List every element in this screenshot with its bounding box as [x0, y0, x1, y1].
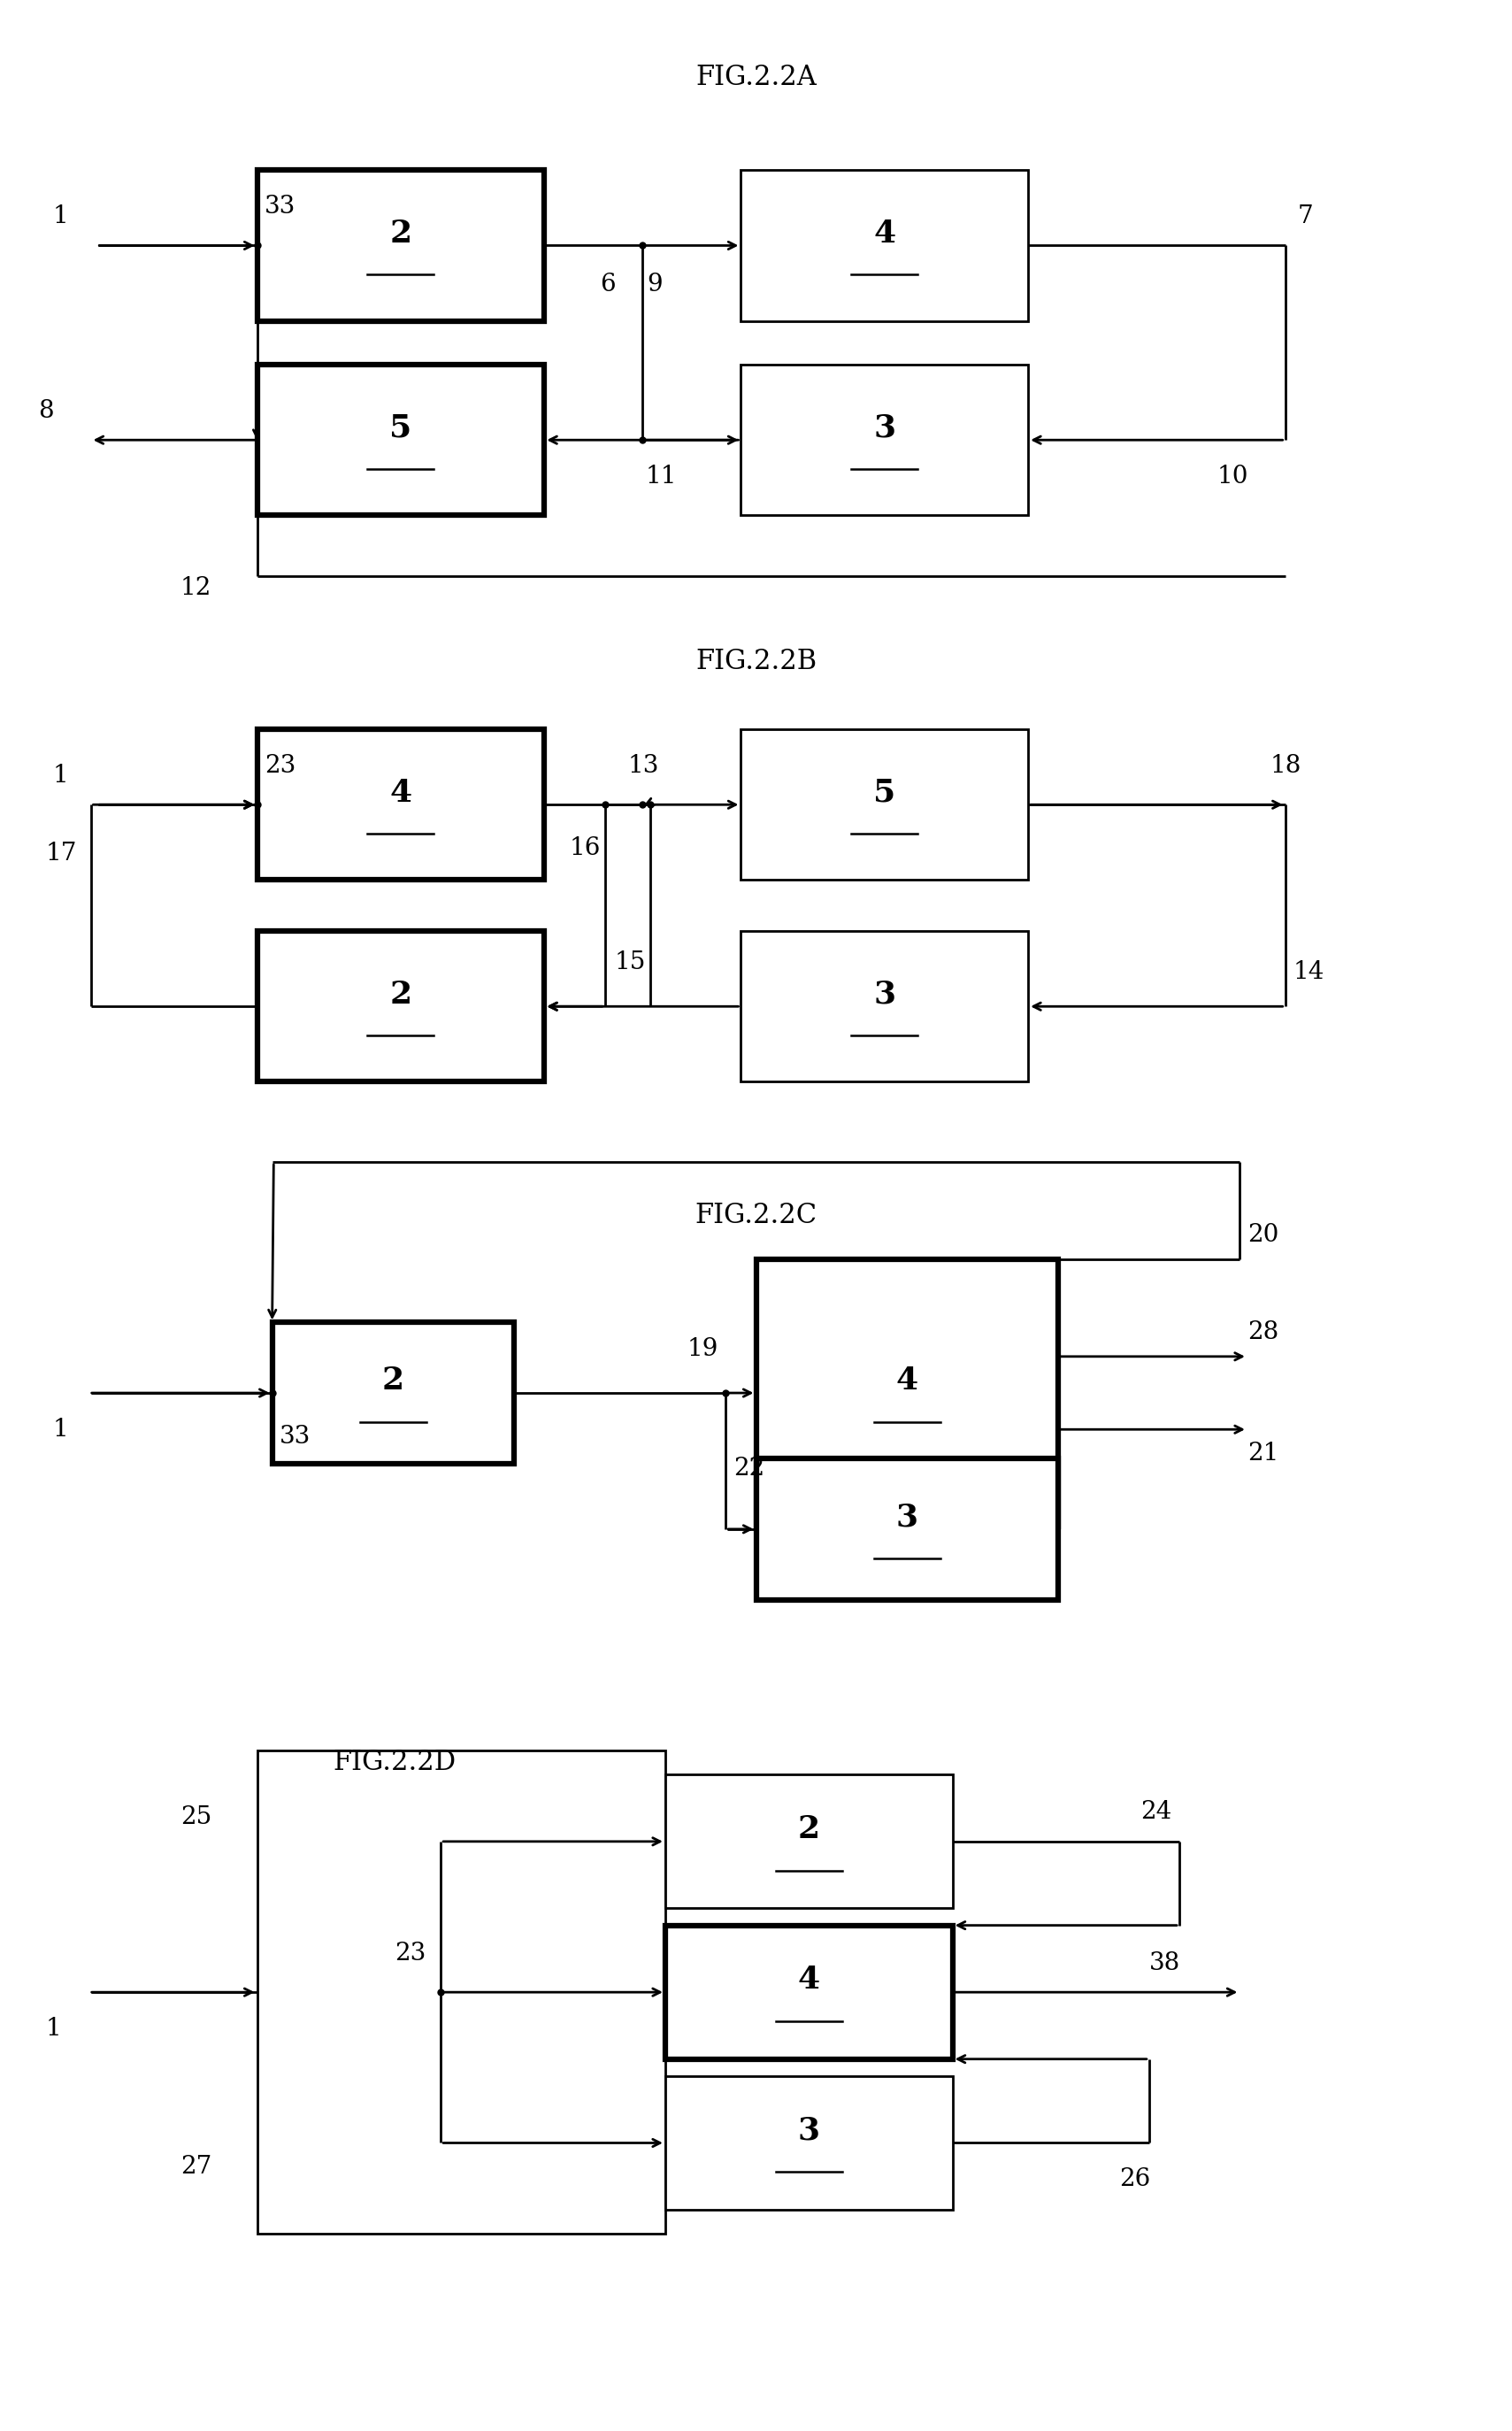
- Text: 27: 27: [180, 2156, 212, 2178]
- Text: 24: 24: [1140, 1801, 1172, 1823]
- Text: 1: 1: [45, 2018, 60, 2040]
- Text: 9: 9: [647, 272, 662, 297]
- Bar: [272, 1322, 514, 1463]
- Text: 22: 22: [733, 1456, 765, 1480]
- Text: 28: 28: [1247, 1320, 1279, 1344]
- Text: 15: 15: [614, 951, 646, 975]
- Text: FIG.2.2D: FIG.2.2D: [333, 1748, 455, 1777]
- Text: 2: 2: [390, 980, 411, 1009]
- Text: 1: 1: [53, 1417, 68, 1442]
- Text: 25: 25: [180, 1806, 212, 1828]
- Bar: [257, 365, 544, 515]
- Bar: [741, 365, 1028, 515]
- Text: 23: 23: [395, 1942, 426, 1964]
- Text: 2: 2: [383, 1366, 404, 1395]
- Bar: [741, 170, 1028, 321]
- Text: 13: 13: [627, 754, 659, 778]
- Text: 7: 7: [1297, 204, 1312, 229]
- Bar: [756, 1459, 1058, 1600]
- Text: FIG.2.2A: FIG.2.2A: [696, 63, 816, 92]
- Text: 5: 5: [390, 413, 411, 442]
- Text: 38: 38: [1149, 1952, 1181, 1974]
- Text: 33: 33: [280, 1425, 311, 1449]
- Bar: [665, 1925, 953, 2059]
- Text: 6: 6: [600, 272, 615, 297]
- Bar: [756, 1259, 1058, 1527]
- Text: 4: 4: [798, 1964, 820, 1996]
- Text: 3: 3: [874, 413, 895, 442]
- Text: 21: 21: [1247, 1442, 1279, 1466]
- Text: 2: 2: [390, 219, 411, 248]
- Text: 16: 16: [569, 836, 600, 861]
- Text: FIG.2.2B: FIG.2.2B: [696, 647, 816, 676]
- Text: 20: 20: [1247, 1223, 1279, 1247]
- Bar: [257, 1750, 665, 2234]
- Text: 12: 12: [180, 576, 212, 600]
- Text: 3: 3: [897, 1502, 918, 1532]
- Text: FIG.2.2C: FIG.2.2C: [696, 1201, 816, 1230]
- Text: 4: 4: [874, 219, 895, 248]
- Text: 8: 8: [38, 399, 53, 423]
- Bar: [257, 170, 544, 321]
- Bar: [741, 931, 1028, 1082]
- Bar: [665, 1775, 953, 1908]
- Bar: [257, 729, 544, 880]
- Text: 11: 11: [646, 464, 677, 489]
- Text: 5: 5: [874, 778, 895, 807]
- Text: 23: 23: [265, 754, 296, 778]
- Text: 3: 3: [798, 2115, 820, 2147]
- Bar: [741, 729, 1028, 880]
- Text: 18: 18: [1270, 754, 1302, 778]
- Bar: [257, 931, 544, 1082]
- Bar: [665, 2076, 953, 2210]
- Text: 33: 33: [265, 194, 296, 219]
- Text: 3: 3: [874, 980, 895, 1009]
- Text: 19: 19: [686, 1337, 718, 1361]
- Text: 10: 10: [1217, 464, 1249, 489]
- Text: 2: 2: [798, 1814, 820, 1845]
- Text: 26: 26: [1119, 2168, 1151, 2190]
- Text: 1: 1: [53, 204, 68, 229]
- Text: 14: 14: [1293, 960, 1325, 985]
- Text: 4: 4: [897, 1366, 918, 1395]
- Text: 4: 4: [390, 778, 411, 807]
- Text: 1: 1: [53, 763, 68, 788]
- Text: 17: 17: [45, 841, 77, 865]
